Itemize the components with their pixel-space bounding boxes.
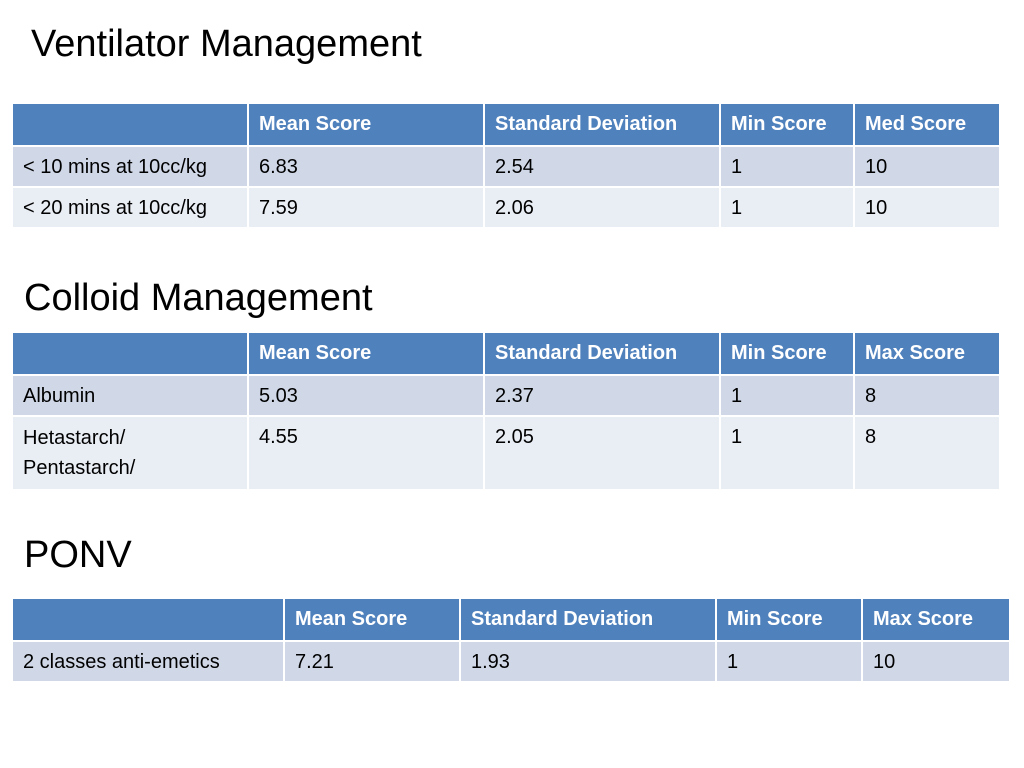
column-header: [13, 104, 247, 145]
column-header: Min Score: [721, 333, 853, 374]
table-cell: 5.03: [249, 376, 483, 415]
table-cell: 4.55: [249, 417, 483, 489]
column-header: [13, 599, 283, 640]
column-header: Max Score: [863, 599, 1009, 640]
ventilator-table: Mean Score Standard Deviation Min Score …: [11, 102, 1001, 229]
row-label: < 20 mins at 10cc/kg: [13, 188, 247, 227]
table-cell: 1.93: [461, 642, 715, 681]
colloid-table: Mean Score Standard Deviation Min Score …: [11, 331, 1001, 491]
section-title-ponv: PONV: [24, 534, 132, 576]
table-cell: 10: [863, 642, 1009, 681]
table-cell: 8: [855, 376, 999, 415]
row-label: 2 classes anti-emetics: [13, 642, 283, 681]
table-header-row: Mean Score Standard Deviation Min Score …: [13, 104, 999, 145]
table-cell: 2.06: [485, 188, 719, 227]
table-row: 2 classes anti-emetics 7.21 1.93 1 10: [13, 642, 1009, 681]
table-cell: 2.05: [485, 417, 719, 489]
section-title-colloid: Colloid Management: [24, 277, 373, 319]
row-label: < 10 mins at 10cc/kg: [13, 147, 247, 186]
table-cell: 8: [855, 417, 999, 489]
table-cell: 1: [721, 188, 853, 227]
column-header: Min Score: [717, 599, 861, 640]
table-cell: 2.37: [485, 376, 719, 415]
table-header-row: Mean Score Standard Deviation Min Score …: [13, 333, 999, 374]
column-header: Mean Score: [285, 599, 459, 640]
table-cell: 7.21: [285, 642, 459, 681]
table-cell: 2.54: [485, 147, 719, 186]
column-header: Standard Deviation: [485, 333, 719, 374]
row-label: Albumin: [13, 376, 247, 415]
table-cell: 10: [855, 147, 999, 186]
table-cell: 1: [717, 642, 861, 681]
column-header: Mean Score: [249, 333, 483, 374]
table-cell: 1: [721, 417, 853, 489]
table-cell: 10: [855, 188, 999, 227]
column-header: Max Score: [855, 333, 999, 374]
column-header: Standard Deviation: [485, 104, 719, 145]
table-header-row: Mean Score Standard Deviation Min Score …: [13, 599, 1009, 640]
column-header: Min Score: [721, 104, 853, 145]
row-label: Hetastarch/ Pentastarch/: [13, 417, 247, 489]
table-row: Albumin 5.03 2.37 1 8: [13, 376, 999, 415]
table-cell: 7.59: [249, 188, 483, 227]
column-header: [13, 333, 247, 374]
table-cell: 1: [721, 376, 853, 415]
section-title-ventilator: Ventilator Management: [31, 23, 422, 65]
column-header: Standard Deviation: [461, 599, 715, 640]
column-header: Med Score: [855, 104, 999, 145]
table-row: < 10 mins at 10cc/kg 6.83 2.54 1 10: [13, 147, 999, 186]
table-cell: 1: [721, 147, 853, 186]
column-header: Mean Score: [249, 104, 483, 145]
table-cell: 6.83: [249, 147, 483, 186]
ponv-table: Mean Score Standard Deviation Min Score …: [11, 597, 1011, 683]
table-row: < 20 mins at 10cc/kg 7.59 2.06 1 10: [13, 188, 999, 227]
table-row: Hetastarch/ Pentastarch/ 4.55 2.05 1 8: [13, 417, 999, 489]
